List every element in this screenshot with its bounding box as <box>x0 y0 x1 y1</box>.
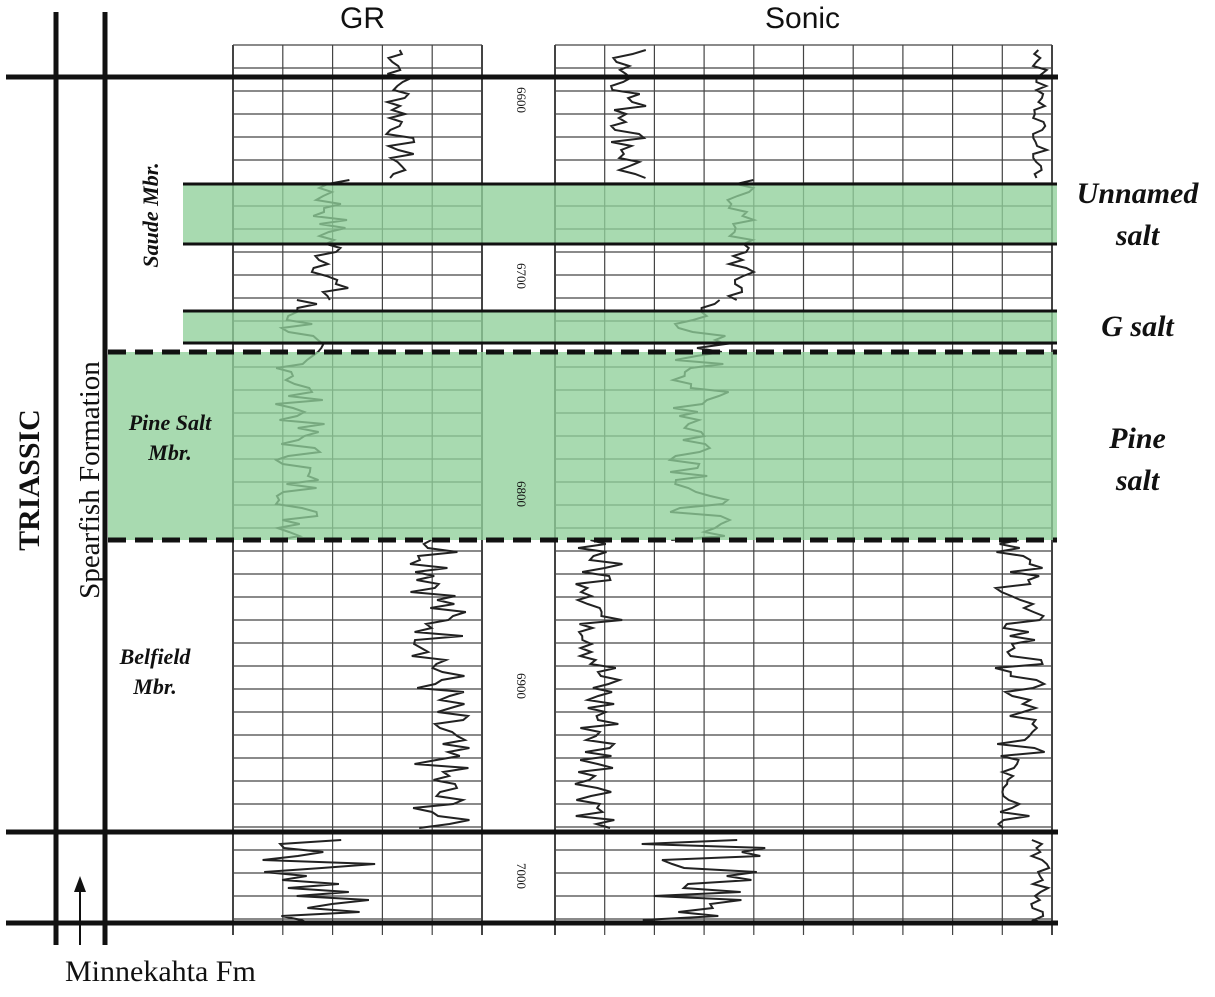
system-label: TRIASSIC <box>13 409 46 551</box>
unnamed-salt-label: Unnamed salt <box>1060 173 1215 257</box>
stratigraphic-frame <box>6 12 1058 945</box>
depth-label-6700: 6700 <box>514 263 529 289</box>
depth-label-6800: 6800 <box>514 481 529 507</box>
pine-salt-unit-line-1: Pine <box>1109 422 1166 455</box>
depth-label-6900: 6900 <box>514 673 529 699</box>
g-salt-band <box>183 311 1057 343</box>
unnamed-salt-line-2: salt <box>1115 219 1160 252</box>
unnamed-salt-line-1: Unnamed <box>1076 177 1199 210</box>
pine-salt-band <box>108 352 1057 540</box>
pine-salt-member-label: Pine Salt Mbr. <box>105 408 235 468</box>
sonic-column-title: Sonic <box>765 2 841 35</box>
minnekahta-arrow-head <box>74 876 86 892</box>
belfield-member-label: Belfield Mbr. <box>100 642 210 702</box>
unnamed-salt-band <box>183 184 1057 244</box>
pine-salt-member-line-2: Mbr. <box>148 440 192 465</box>
pine-salt-member-line-1: Pine Salt <box>128 410 212 435</box>
minnekahta-label: Minnekahta Fm <box>65 955 256 988</box>
belfield-member-line-2: Mbr. <box>133 674 177 699</box>
saude-member-label: Saude Mbr. <box>138 162 163 268</box>
formation-label: Spearfish Formation <box>74 361 106 599</box>
depth-label-6600: 6600 <box>514 87 529 113</box>
g-salt-label: G salt <box>1101 310 1174 343</box>
pine-salt-unit-label: Pine salt <box>1070 418 1205 502</box>
gr-column-title: GR <box>340 2 385 35</box>
depth-label-7000: 7000 <box>514 863 529 889</box>
belfield-member-line-1: Belfield <box>119 644 191 669</box>
salt-intervals <box>108 184 1057 540</box>
sonic-curve-right <box>992 49 1051 925</box>
pine-salt-unit-line-2: salt <box>1115 464 1160 497</box>
